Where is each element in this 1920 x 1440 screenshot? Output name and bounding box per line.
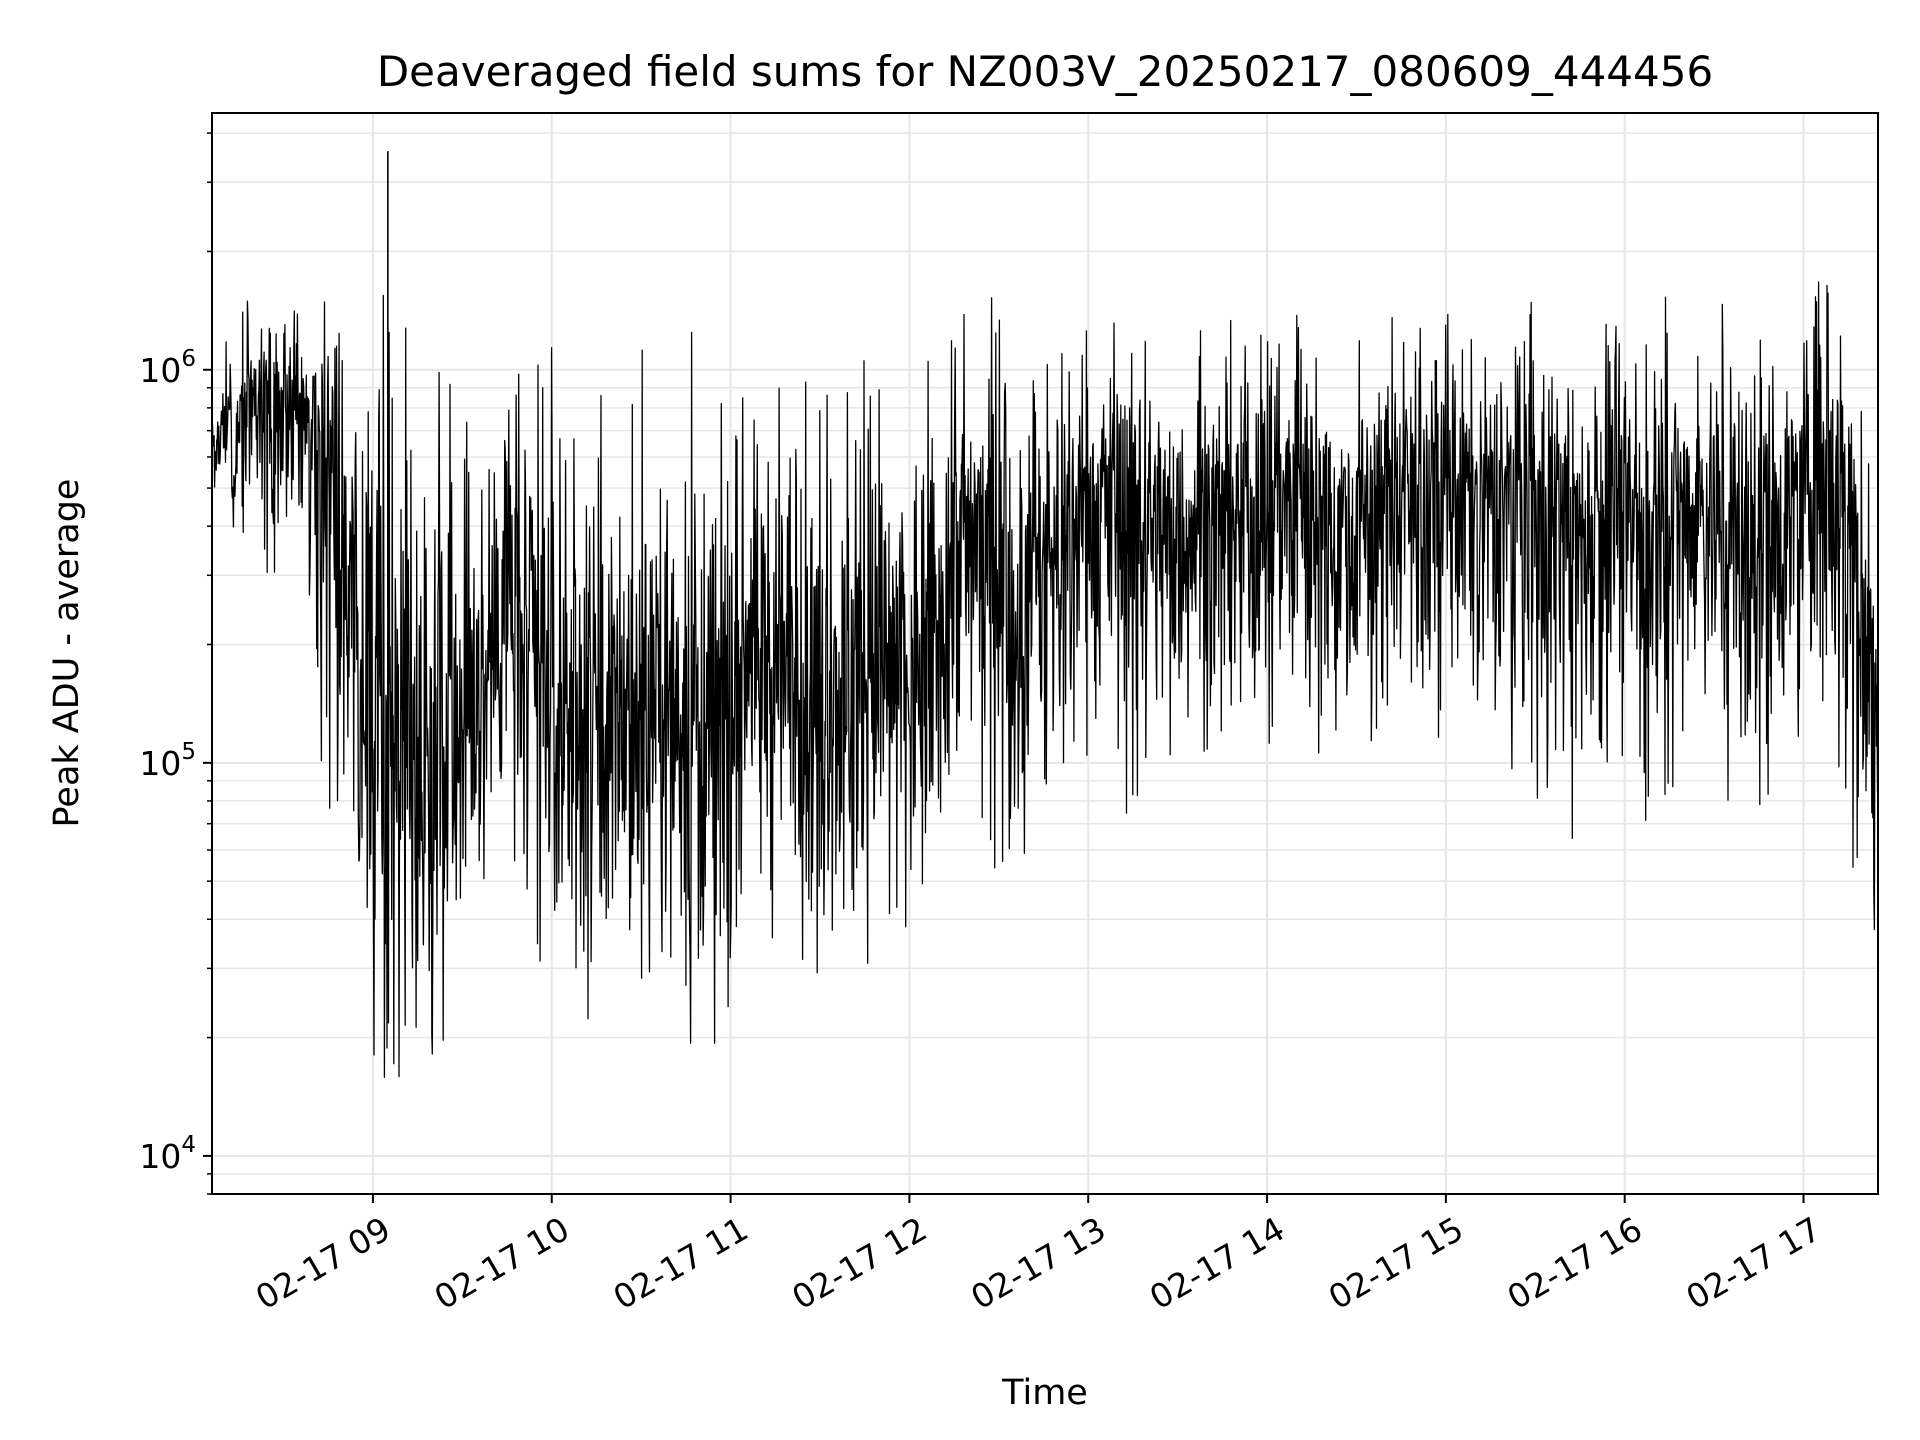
y-tick-label: 105 <box>139 739 196 783</box>
y-tick-label: 104 <box>139 1132 196 1176</box>
plot-frame <box>211 112 1879 1195</box>
y-axis: 104 105 106 <box>139 132 212 1195</box>
chart-title: Deaveraged field sums for NZ003V_2025021… <box>377 47 1713 96</box>
series-layer <box>212 151 1878 1078</box>
y-axis-label: Peak ADU - average <box>47 479 87 828</box>
y-tick-label: 106 <box>139 346 196 390</box>
series-line <box>212 281 1878 1078</box>
x-axis-label: Time <box>1001 1373 1088 1413</box>
